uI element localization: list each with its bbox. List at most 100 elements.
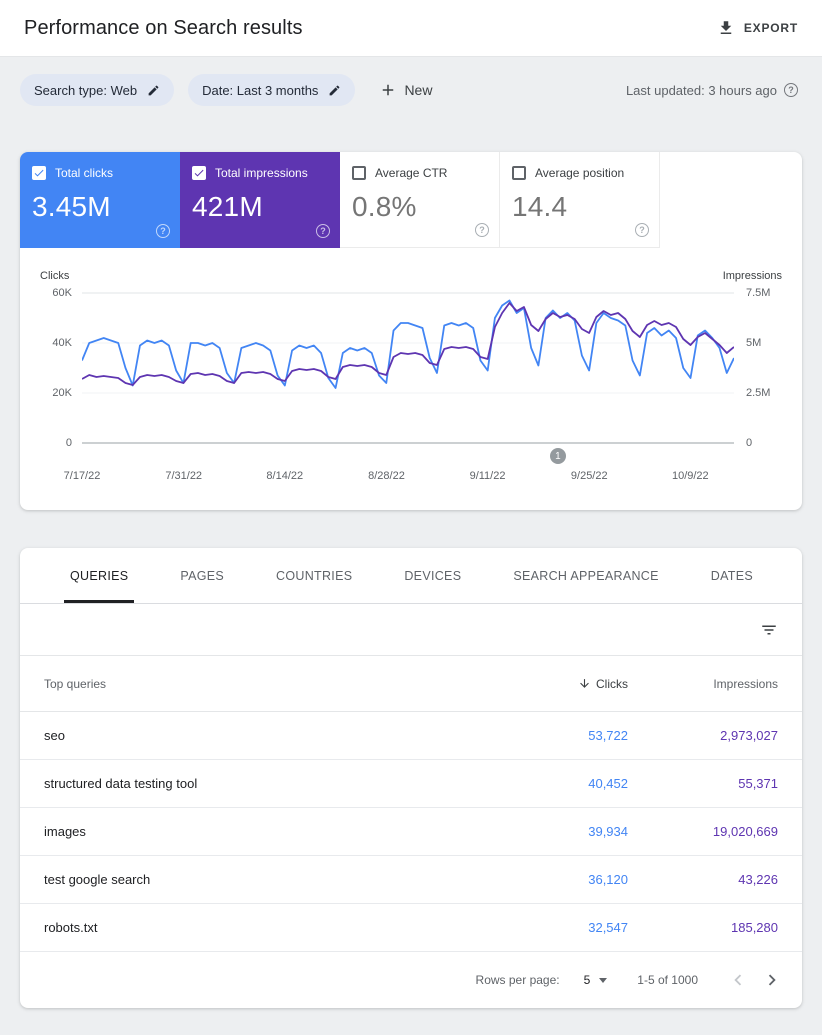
query-cell[interactable]: seo <box>44 728 65 743</box>
x-tick-label: 10/9/22 <box>671 470 709 482</box>
filter-icon[interactable] <box>760 621 778 639</box>
y-tick-label: 5M <box>746 337 762 349</box>
right-axis-title: Impressions <box>722 270 782 282</box>
last-updated-text: Last updated: 3 hours ago <box>625 82 777 98</box>
chart-plot-area[interactable] <box>82 288 734 448</box>
performance-chart[interactable]: Clicks Impressions 60K 40K 20K 0 7.5M 5M 2.5M… <box>40 270 782 492</box>
table-row[interactable]: seo 53,722 2,973,027 <box>20 712 802 760</box>
tab-dates[interactable]: DATES <box>710 568 754 583</box>
y-tick-label: 60K <box>52 287 72 299</box>
metric-label: Average CTR <box>375 166 448 180</box>
help-icon[interactable] <box>156 224 170 238</box>
metric-value: 3.45M <box>32 191 111 222</box>
metric-tile-total-impressions[interactable]: Total impressions 421M <box>180 152 340 248</box>
metric-tiles: Total clicks 3.45M Total impressions 421M Av… <box>20 152 802 248</box>
dimension-tabs: QUERIES PAGES COUNTRIES DEVICES SEARCH APPEA… <box>20 548 802 604</box>
x-tick-label: 7/17/22 <box>63 470 101 482</box>
y-tick-label: 0 <box>746 437 753 449</box>
y-tick-label: 2.5M <box>746 387 771 399</box>
edit-icon[interactable] <box>147 84 160 97</box>
x-tick-label: 7/31/22 <box>165 470 203 482</box>
clicks-cell: 32,547 <box>588 920 628 935</box>
tab-devices[interactable]: DEVICES <box>404 568 462 583</box>
tab-pages[interactable]: PAGES <box>180 568 225 583</box>
chip-label: Search type: Web <box>34 82 138 98</box>
impressions-cell: 43,226 <box>738 872 778 887</box>
export-button[interactable]: EXPORT <box>717 19 798 37</box>
edit-icon[interactable] <box>328 84 341 97</box>
tab-search-appearance[interactable]: SEARCH APPEARANCE <box>513 568 659 583</box>
impressions-cell: 2,973,027 <box>720 728 778 743</box>
impressions-cell: 55,371 <box>738 776 778 791</box>
tab-queries[interactable]: QUERIES <box>64 548 135 603</box>
metric-value: 14.4 <box>512 191 568 222</box>
checkbox-unchecked-icon[interactable] <box>512 166 526 180</box>
help-icon[interactable] <box>316 224 330 238</box>
date-range-chip[interactable]: Date: Last 3 months <box>188 74 356 106</box>
topbar: Performance on Search results EXPORT <box>0 0 822 57</box>
rows-per-page-select[interactable]: 5 <box>584 973 608 987</box>
table-body: seo 53,722 2,973,027 structured data testin… <box>20 712 802 952</box>
chart-card: Total clicks 3.45M Total impressions 421M Av… <box>20 152 802 510</box>
x-axis-labels: 7/17/22 7/31/22 8/14/22 8/28/22 9/11/22 9/25/… <box>64 470 734 484</box>
clicks-cell: 53,722 <box>588 728 628 743</box>
y-tick-label: 7.5M <box>746 287 771 299</box>
chart-svg[interactable] <box>82 288 734 448</box>
chevron-left-icon <box>734 974 742 986</box>
tab-countries[interactable]: COUNTRIES <box>276 568 353 583</box>
column-clicks[interactable]: Clicks <box>478 677 628 691</box>
query-cell[interactable]: test google search <box>44 872 151 887</box>
column-clicks-label: Clicks <box>596 676 628 691</box>
pagination-range: 1-5 of 1000 <box>637 973 698 987</box>
checkbox-checked-icon[interactable] <box>192 166 206 180</box>
sort-desc-icon <box>580 679 589 688</box>
export-label: EXPORT <box>743 21 798 35</box>
new-filter-button[interactable]: New <box>379 81 432 99</box>
table-row[interactable]: structured data testing tool 40,452 55,371 <box>20 760 802 808</box>
annotation-layer: 1 <box>82 448 734 464</box>
help-icon[interactable] <box>784 83 798 97</box>
table-header: Top queries Clicks Impressions <box>20 656 802 712</box>
metric-label: Total clicks <box>55 166 114 180</box>
column-impressions[interactable]: Impressions <box>713 676 778 691</box>
table-row[interactable]: images 39,934 19,020,669 <box>20 808 802 856</box>
query-cell[interactable]: structured data testing tool <box>44 776 198 791</box>
metric-value: 0.8% <box>352 191 417 222</box>
annotation-marker[interactable]: 1 <box>549 448 566 464</box>
metric-tile-average-ctr[interactable]: Average CTR 0.8% <box>340 152 500 248</box>
plus-icon <box>383 84 394 96</box>
filter-bar: Search type: Web Date: Last 3 months New… <box>0 57 822 106</box>
search-type-chip[interactable]: Search type: Web <box>20 74 175 106</box>
y-tick-label: 0 <box>65 437 72 449</box>
impressions-cell: 19,020,669 <box>712 824 778 839</box>
series-line-impressions[interactable] <box>82 303 734 385</box>
clicks-cell: 39,934 <box>588 824 628 839</box>
query-cell[interactable]: robots.txt <box>44 920 98 935</box>
column-top-queries[interactable]: Top queries <box>44 676 107 691</box>
table-row[interactable]: test google search 36,120 43,226 <box>20 856 802 904</box>
x-tick-label: 9/11/22 <box>469 470 506 482</box>
series-line-clicks[interactable] <box>82 301 734 389</box>
table-card: QUERIES PAGES COUNTRIES DEVICES SEARCH APPEA… <box>20 548 802 1008</box>
clicks-cell: 36,120 <box>588 872 628 887</box>
chevron-right-icon <box>768 974 776 986</box>
checkbox-checked-icon[interactable] <box>32 166 46 180</box>
y-tick-label: 40K <box>52 337 72 349</box>
impressions-cell: 185,280 <box>731 920 778 935</box>
metric-tile-total-clicks[interactable]: Total clicks 3.45M <box>20 152 180 248</box>
checkbox-unchecked-icon[interactable] <box>352 166 366 180</box>
prev-page-button[interactable] <box>726 968 750 992</box>
next-page-button[interactable] <box>760 968 784 992</box>
y-axis-right: 7.5M 5M 2.5M 0 <box>742 270 782 492</box>
y-tick-label: 20K <box>52 387 72 399</box>
metric-label: Average position <box>535 166 625 180</box>
chip-label: Date: Last 3 months <box>202 82 319 98</box>
metric-tile-average-position[interactable]: Average position 14.4 <box>500 152 660 248</box>
caret-down-icon <box>599 977 608 983</box>
query-cell[interactable]: images <box>44 824 86 839</box>
rows-per-page-value: 5 <box>583 973 591 987</box>
page-title: Performance on Search results <box>24 16 303 39</box>
help-icon[interactable] <box>475 223 489 237</box>
table-row[interactable]: robots.txt 32,547 185,280 <box>20 904 802 952</box>
help-icon[interactable] <box>635 223 649 237</box>
